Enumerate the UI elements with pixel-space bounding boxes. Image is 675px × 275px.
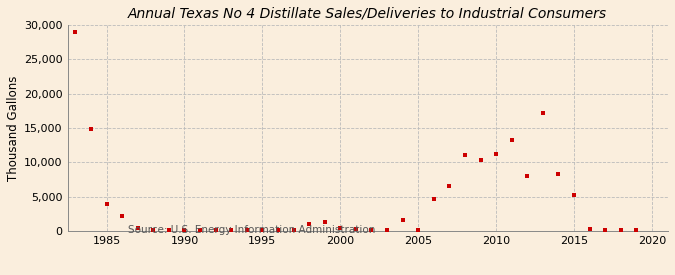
Point xyxy=(600,228,611,232)
Point xyxy=(179,228,190,232)
Point xyxy=(460,153,470,157)
Point xyxy=(429,197,439,201)
Text: Source: U.S. Energy Information Administration: Source: U.S. Energy Information Administ… xyxy=(128,225,375,235)
Point xyxy=(444,184,455,189)
Point xyxy=(257,228,268,232)
Point xyxy=(132,226,143,231)
Point xyxy=(163,228,174,232)
Point xyxy=(537,111,548,115)
Point xyxy=(210,228,221,232)
Point xyxy=(475,158,486,162)
Point xyxy=(86,127,97,132)
Point xyxy=(350,227,361,231)
Point xyxy=(631,228,642,232)
Point xyxy=(319,220,330,224)
Point xyxy=(288,228,299,232)
Point xyxy=(506,138,517,143)
Point xyxy=(381,228,392,232)
Point xyxy=(397,217,408,222)
Point xyxy=(366,228,377,232)
Point xyxy=(568,193,579,198)
Point xyxy=(226,228,237,232)
Y-axis label: Thousand Gallons: Thousand Gallons xyxy=(7,75,20,181)
Point xyxy=(553,172,564,176)
Point xyxy=(194,228,205,232)
Point xyxy=(616,228,626,232)
Point xyxy=(304,221,315,226)
Point xyxy=(148,228,159,232)
Point xyxy=(491,152,502,156)
Point xyxy=(70,30,81,34)
Point xyxy=(584,227,595,231)
Point xyxy=(117,214,128,218)
Point xyxy=(335,226,346,230)
Point xyxy=(101,202,112,207)
Point xyxy=(522,174,533,178)
Title: Annual Texas No 4 Distillate Sales/Deliveries to Industrial Consumers: Annual Texas No 4 Distillate Sales/Deliv… xyxy=(128,7,607,21)
Point xyxy=(273,228,284,232)
Point xyxy=(413,228,424,232)
Point xyxy=(242,228,252,232)
